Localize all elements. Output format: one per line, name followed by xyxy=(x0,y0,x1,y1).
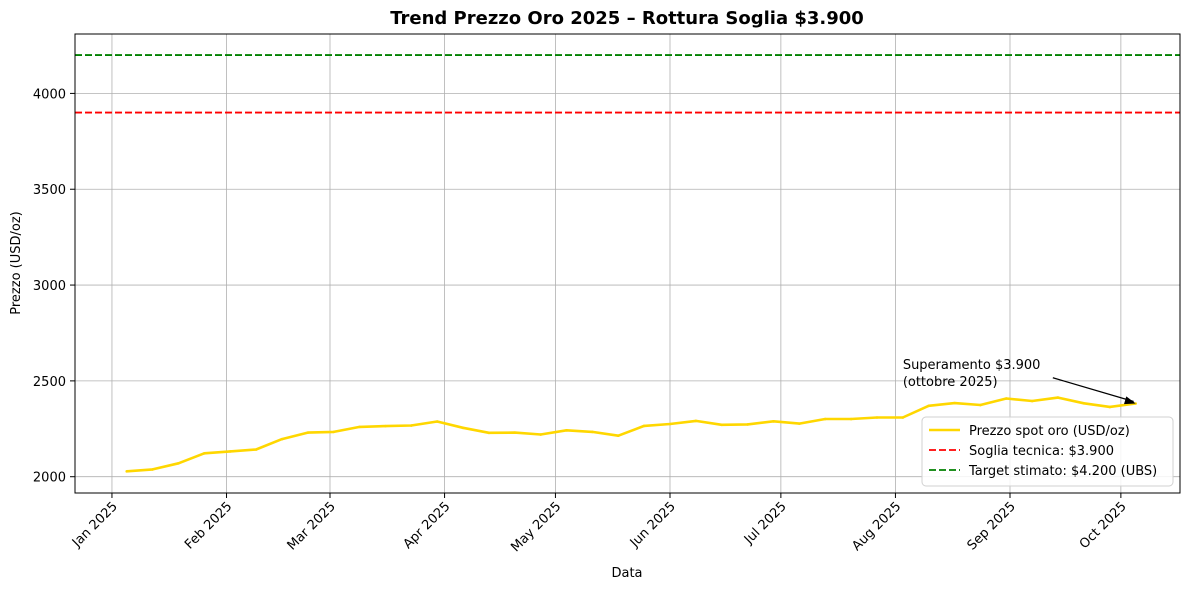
data-point xyxy=(1005,397,1008,400)
data-point xyxy=(616,434,620,437)
data-point xyxy=(177,461,180,465)
data-point xyxy=(435,420,439,423)
data-point xyxy=(823,417,827,421)
data-point xyxy=(1082,402,1086,405)
series-line xyxy=(126,396,1136,473)
legend-label: Target stimato: $4.200 (UBS) xyxy=(968,464,1157,479)
legend: Prezzo spot oro (USD/oz) Soglia tecnica: … xyxy=(921,416,1174,487)
data-point xyxy=(953,401,956,405)
y-tick-label: 4000 xyxy=(33,87,66,102)
data-point xyxy=(875,416,879,419)
y-axis-ticks: 2000 2500 3000 3500 4000 xyxy=(33,87,75,486)
data-point xyxy=(151,468,154,471)
data-point xyxy=(203,452,206,455)
data-point xyxy=(565,429,568,432)
data-point xyxy=(254,448,258,451)
y-tick-label: 3500 xyxy=(33,183,66,198)
data-point xyxy=(720,423,724,427)
data-point xyxy=(798,422,801,425)
legend-box xyxy=(921,416,1174,487)
legend-label: Soglia tecnica: $3.900 xyxy=(969,444,1114,459)
data-point xyxy=(642,424,646,428)
data-point xyxy=(1030,399,1034,403)
data-point xyxy=(306,431,310,434)
annotation: Superamento $3.900 (ottobre 2025) xyxy=(903,358,1136,405)
y-tick-label: 3000 xyxy=(33,279,66,294)
data-point xyxy=(746,423,749,426)
reference-lines xyxy=(75,54,1180,114)
data-point xyxy=(772,420,775,423)
data-point xyxy=(901,416,905,419)
data-point xyxy=(461,426,465,430)
grid xyxy=(75,34,1180,493)
data-point xyxy=(358,425,361,429)
annotation-arrow-shaft xyxy=(1052,377,1134,403)
data-point xyxy=(849,417,853,421)
data-point xyxy=(539,433,542,436)
data-point xyxy=(1108,405,1112,409)
data-point xyxy=(694,419,698,423)
plot-frame xyxy=(74,33,1181,494)
series xyxy=(125,396,1137,473)
annotation-text-line: Superamento $3.900 xyxy=(903,358,1041,373)
chart-title: Trend Prezzo Oro 2025 – Rottura Soglia $… xyxy=(390,8,864,29)
data-point xyxy=(927,404,930,408)
data-point xyxy=(228,450,232,453)
data-point xyxy=(487,431,491,435)
data-point xyxy=(979,403,982,407)
x-axis-label: Data xyxy=(611,566,642,581)
data-point xyxy=(410,424,413,427)
data-point xyxy=(280,437,284,441)
data-point xyxy=(668,422,672,426)
y-tick-label: 2000 xyxy=(33,471,66,486)
legend-label: Prezzo spot oro (USD/oz) xyxy=(969,424,1130,439)
data-point xyxy=(1056,396,1060,399)
data-point xyxy=(125,470,129,473)
data-point xyxy=(513,431,517,434)
data-point xyxy=(332,430,335,434)
annotation-arrow-head xyxy=(1124,396,1136,405)
y-tick-label: 2500 xyxy=(33,375,66,390)
annotation-text-line: (ottobre 2025) xyxy=(903,375,998,390)
data-point xyxy=(591,430,594,434)
data-point xyxy=(384,424,387,428)
y-axis-label: Prezzo (USD/oz) xyxy=(9,211,24,314)
